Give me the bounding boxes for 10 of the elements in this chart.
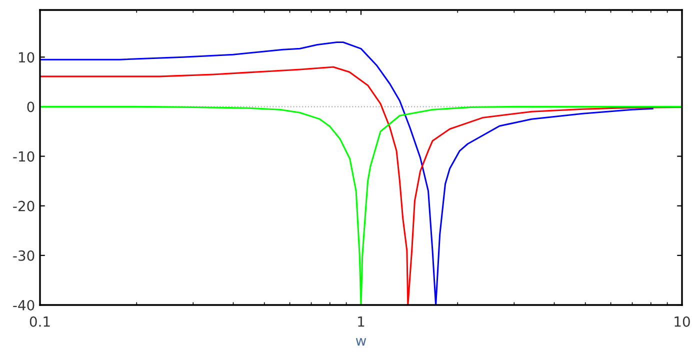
y-tick-label: 10 bbox=[18, 52, 34, 63]
y-tick-label: -40 bbox=[13, 300, 34, 310]
y-tick-label: 0 bbox=[27, 102, 34, 112]
x-tick-label: 1 bbox=[358, 316, 364, 327]
x-tick-label: 10 bbox=[674, 316, 690, 327]
y-tick-label: -30 bbox=[13, 250, 34, 261]
y-tick-label: -20 bbox=[13, 200, 34, 212]
x-tick-label: 0.1 bbox=[30, 316, 50, 327]
x-axis-title: w bbox=[356, 338, 366, 346]
y-tick-label: -10 bbox=[13, 151, 34, 162]
